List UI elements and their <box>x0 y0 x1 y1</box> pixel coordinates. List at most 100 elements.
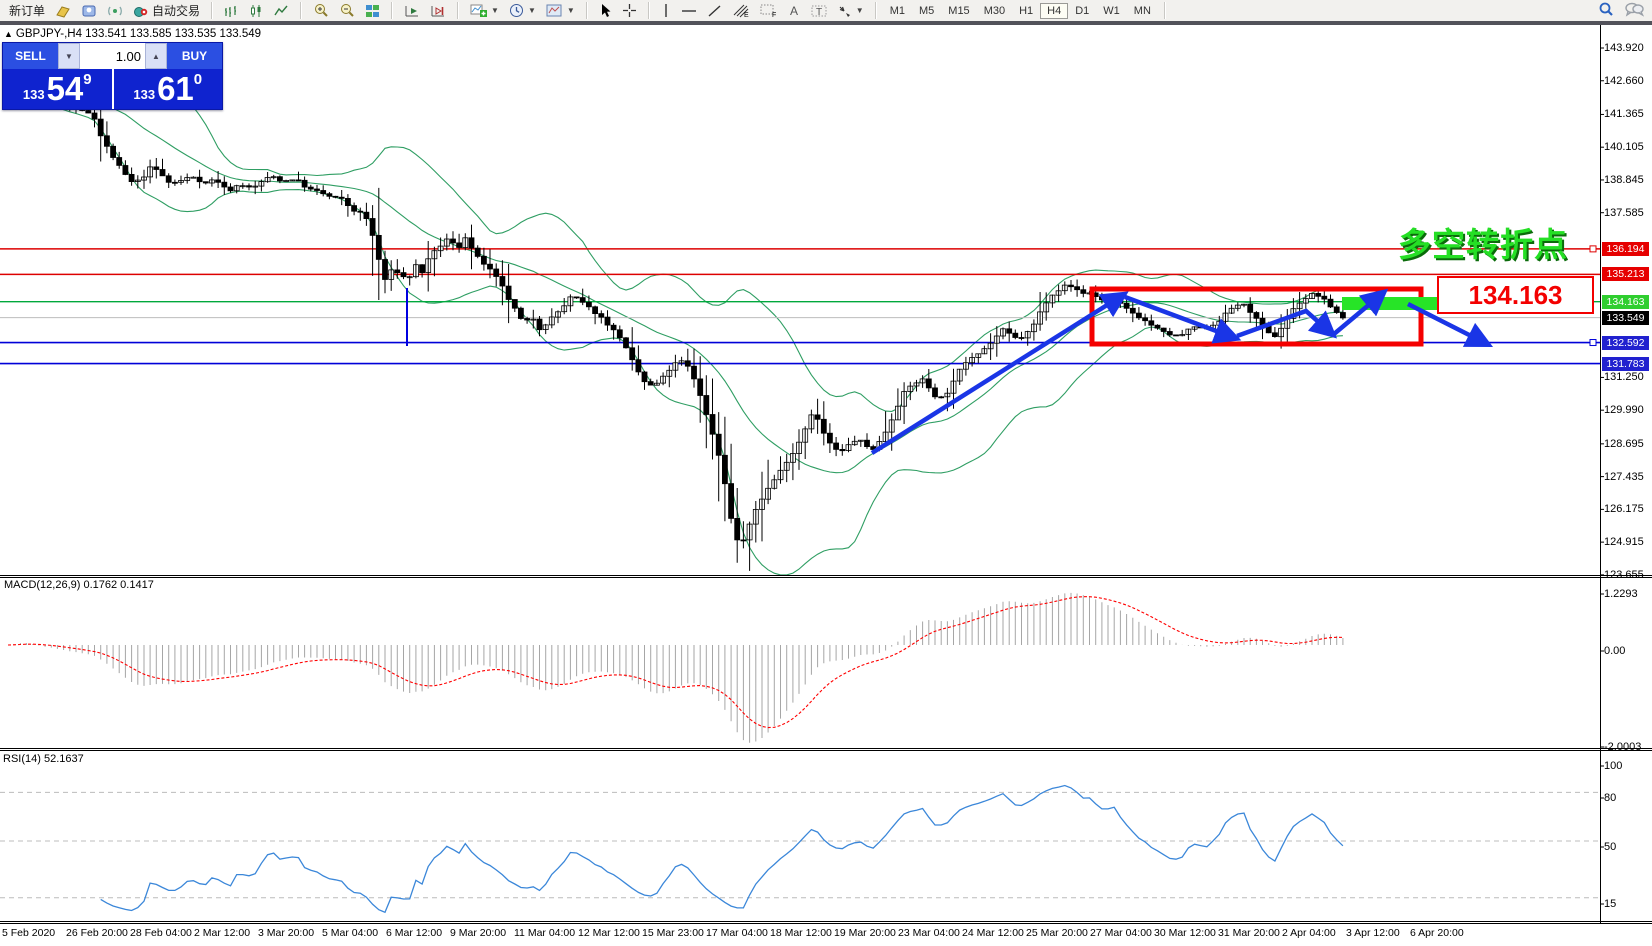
date-axis-label: 17 Mar 04:00 <box>706 927 768 939</box>
tf-button-h4[interactable]: H4 <box>1040 2 1069 19</box>
arrows-caret-icon: ▼ <box>855 6 864 15</box>
tile-windows-button[interactable] <box>360 2 385 20</box>
fibonacci-icon: E <box>732 3 750 18</box>
vertical-line-icon <box>661 3 671 18</box>
signals-button[interactable] <box>102 2 128 20</box>
price-tick: 140.105 <box>1604 141 1644 153</box>
chart-window: ▲ GBPJPY-,H4 133.541 133.585 133.535 133.… <box>0 25 1652 946</box>
rsi-axis-label: 100 <box>1604 760 1623 772</box>
signals-icon <box>107 4 123 18</box>
price-level-badge: 135.213 <box>1602 267 1649 281</box>
arrows-icon <box>837 4 852 18</box>
auto-scroll-button[interactable] <box>399 2 425 20</box>
price-callout-134163[interactable]: 134.163 <box>1437 276 1594 314</box>
new-order-button[interactable]: 新订单 <box>4 0 50 21</box>
line-chart-mode-button[interactable] <box>269 2 294 20</box>
line-chart-icon <box>274 4 289 18</box>
chart-shift-button[interactable] <box>425 2 451 20</box>
date-axis-label: 2 Mar 12:00 <box>194 927 251 939</box>
crosshair-button[interactable] <box>617 1 642 20</box>
fibo-grid-icon: F <box>760 3 778 18</box>
cursor-button[interactable] <box>594 1 617 20</box>
clock-icon <box>509 3 524 18</box>
tf-button-m30[interactable]: M30 <box>983 4 1006 17</box>
date-axis-label: 5 Mar 04:00 <box>322 927 379 939</box>
price-tick: 124.915 <box>1604 536 1644 548</box>
vertical-line-button[interactable] <box>656 1 676 20</box>
sell-price[interactable]: 133 54 9 <box>3 69 112 109</box>
price-tick: 141.365 <box>1604 108 1644 120</box>
date-axis-label: 2 Apr 04:00 <box>1282 927 1336 939</box>
macd-axis-label: 1.2293 <box>1604 588 1638 600</box>
buy-price[interactable]: 133 61 0 <box>113 69 222 109</box>
tf-button-d1[interactable]: D1 <box>1075 4 1090 17</box>
date-axis-label: 31 Mar 20:00 <box>1218 927 1280 939</box>
indicators-caret-icon: ▼ <box>491 6 499 15</box>
tf-button-m15[interactable]: M15 <box>948 4 970 17</box>
price-tick: 129.990 <box>1604 404 1644 416</box>
price-tick: 142.660 <box>1604 75 1644 87</box>
metaeditor-button[interactable] <box>50 2 76 20</box>
buy-button[interactable]: BUY <box>167 43 222 69</box>
zoom-out-button[interactable] <box>334 1 360 20</box>
tf-button-mn[interactable]: MN <box>1133 4 1151 17</box>
tf-button-h1[interactable]: H1 <box>1019 4 1034 17</box>
price-level-badge: 131.783 <box>1602 357 1649 371</box>
market-button[interactable] <box>76 2 102 20</box>
sell-button[interactable]: SELL <box>3 43 58 69</box>
bar-chart-mode-button[interactable] <box>219 2 244 20</box>
indicators-button[interactable]: ▼ <box>465 1 504 20</box>
date-axis-label: 24 Mar 12:00 <box>962 927 1024 939</box>
date-axis-label: 26 Feb 20:00 <box>66 927 128 939</box>
chart-canvas[interactable] <box>0 25 1652 946</box>
autotrade-button[interactable]: 自动交易 <box>128 0 205 21</box>
date-axis-label: 18 Mar 12:00 <box>770 927 832 939</box>
arrows-button[interactable]: ▼ <box>832 2 869 20</box>
tf-button-m5[interactable]: M5 <box>919 4 935 17</box>
date-axis-label: 19 Mar 20:00 <box>834 927 896 939</box>
volume-control: ▼ ▲ <box>58 43 167 69</box>
price-tick: 128.695 <box>1604 438 1644 450</box>
periods-button[interactable]: ▼ <box>504 1 541 20</box>
templates-button[interactable]: ▼ <box>541 2 580 20</box>
volume-up-button[interactable]: ▲ <box>145 43 167 69</box>
date-axis-label: 28 Feb 04:00 <box>130 927 192 939</box>
fibonacci-button[interactable]: E <box>727 1 755 20</box>
indicators-add-icon <box>470 3 488 18</box>
tf-button-w1[interactable]: W1 <box>1103 4 1120 17</box>
volume-input[interactable] <box>80 43 145 69</box>
zoom-in-button[interactable] <box>308 1 334 20</box>
price-level-badge: 133.549 <box>1602 311 1649 325</box>
chart-title: ▲ GBPJPY-,H4 133.541 133.585 133.535 133.… <box>4 28 262 40</box>
zoom-out-icon <box>339 3 355 18</box>
zoom-in-icon <box>313 3 329 18</box>
text-label-button[interactable]: T <box>806 2 832 20</box>
text-label-icon: T <box>811 4 827 18</box>
autotrade-icon <box>133 4 149 18</box>
trendline-button[interactable] <box>702 2 727 20</box>
svg-text:E: E <box>744 12 749 18</box>
price-tick: 131.250 <box>1604 371 1644 383</box>
candlestick-mode-button[interactable] <box>244 2 269 20</box>
crosshair-icon <box>622 3 637 18</box>
metaeditor-icon <box>55 4 71 18</box>
volume-down-button[interactable]: ▼ <box>58 43 80 69</box>
tf-button-m1[interactable]: M1 <box>889 4 905 17</box>
autotrade-label: 自动交易 <box>152 4 201 18</box>
text-button[interactable]: A <box>783 2 806 20</box>
chinese-annotation[interactable]: 多空转折点 <box>1398 226 1568 263</box>
price-level-badge: 134.163 <box>1602 295 1649 309</box>
chat-icon[interactable] <box>1624 1 1645 20</box>
horizontal-line-button[interactable] <box>676 2 702 20</box>
date-axis-label: 3 Mar 20:00 <box>258 927 315 939</box>
rsi-axis-label: 50 <box>1604 841 1617 853</box>
horizontal-line-icon <box>681 4 697 18</box>
macd-label: MACD(12,26,9) 0.1762 0.1417 <box>4 579 154 591</box>
search-icon[interactable] <box>1598 1 1614 20</box>
fibo-grid-button[interactable]: F <box>755 1 783 20</box>
periods-caret-icon: ▼ <box>527 6 536 15</box>
date-axis-label: 27 Mar 04:00 <box>1090 927 1152 939</box>
price-level-badge: 132.592 <box>1602 336 1649 350</box>
price-tick: 138.845 <box>1604 174 1644 186</box>
